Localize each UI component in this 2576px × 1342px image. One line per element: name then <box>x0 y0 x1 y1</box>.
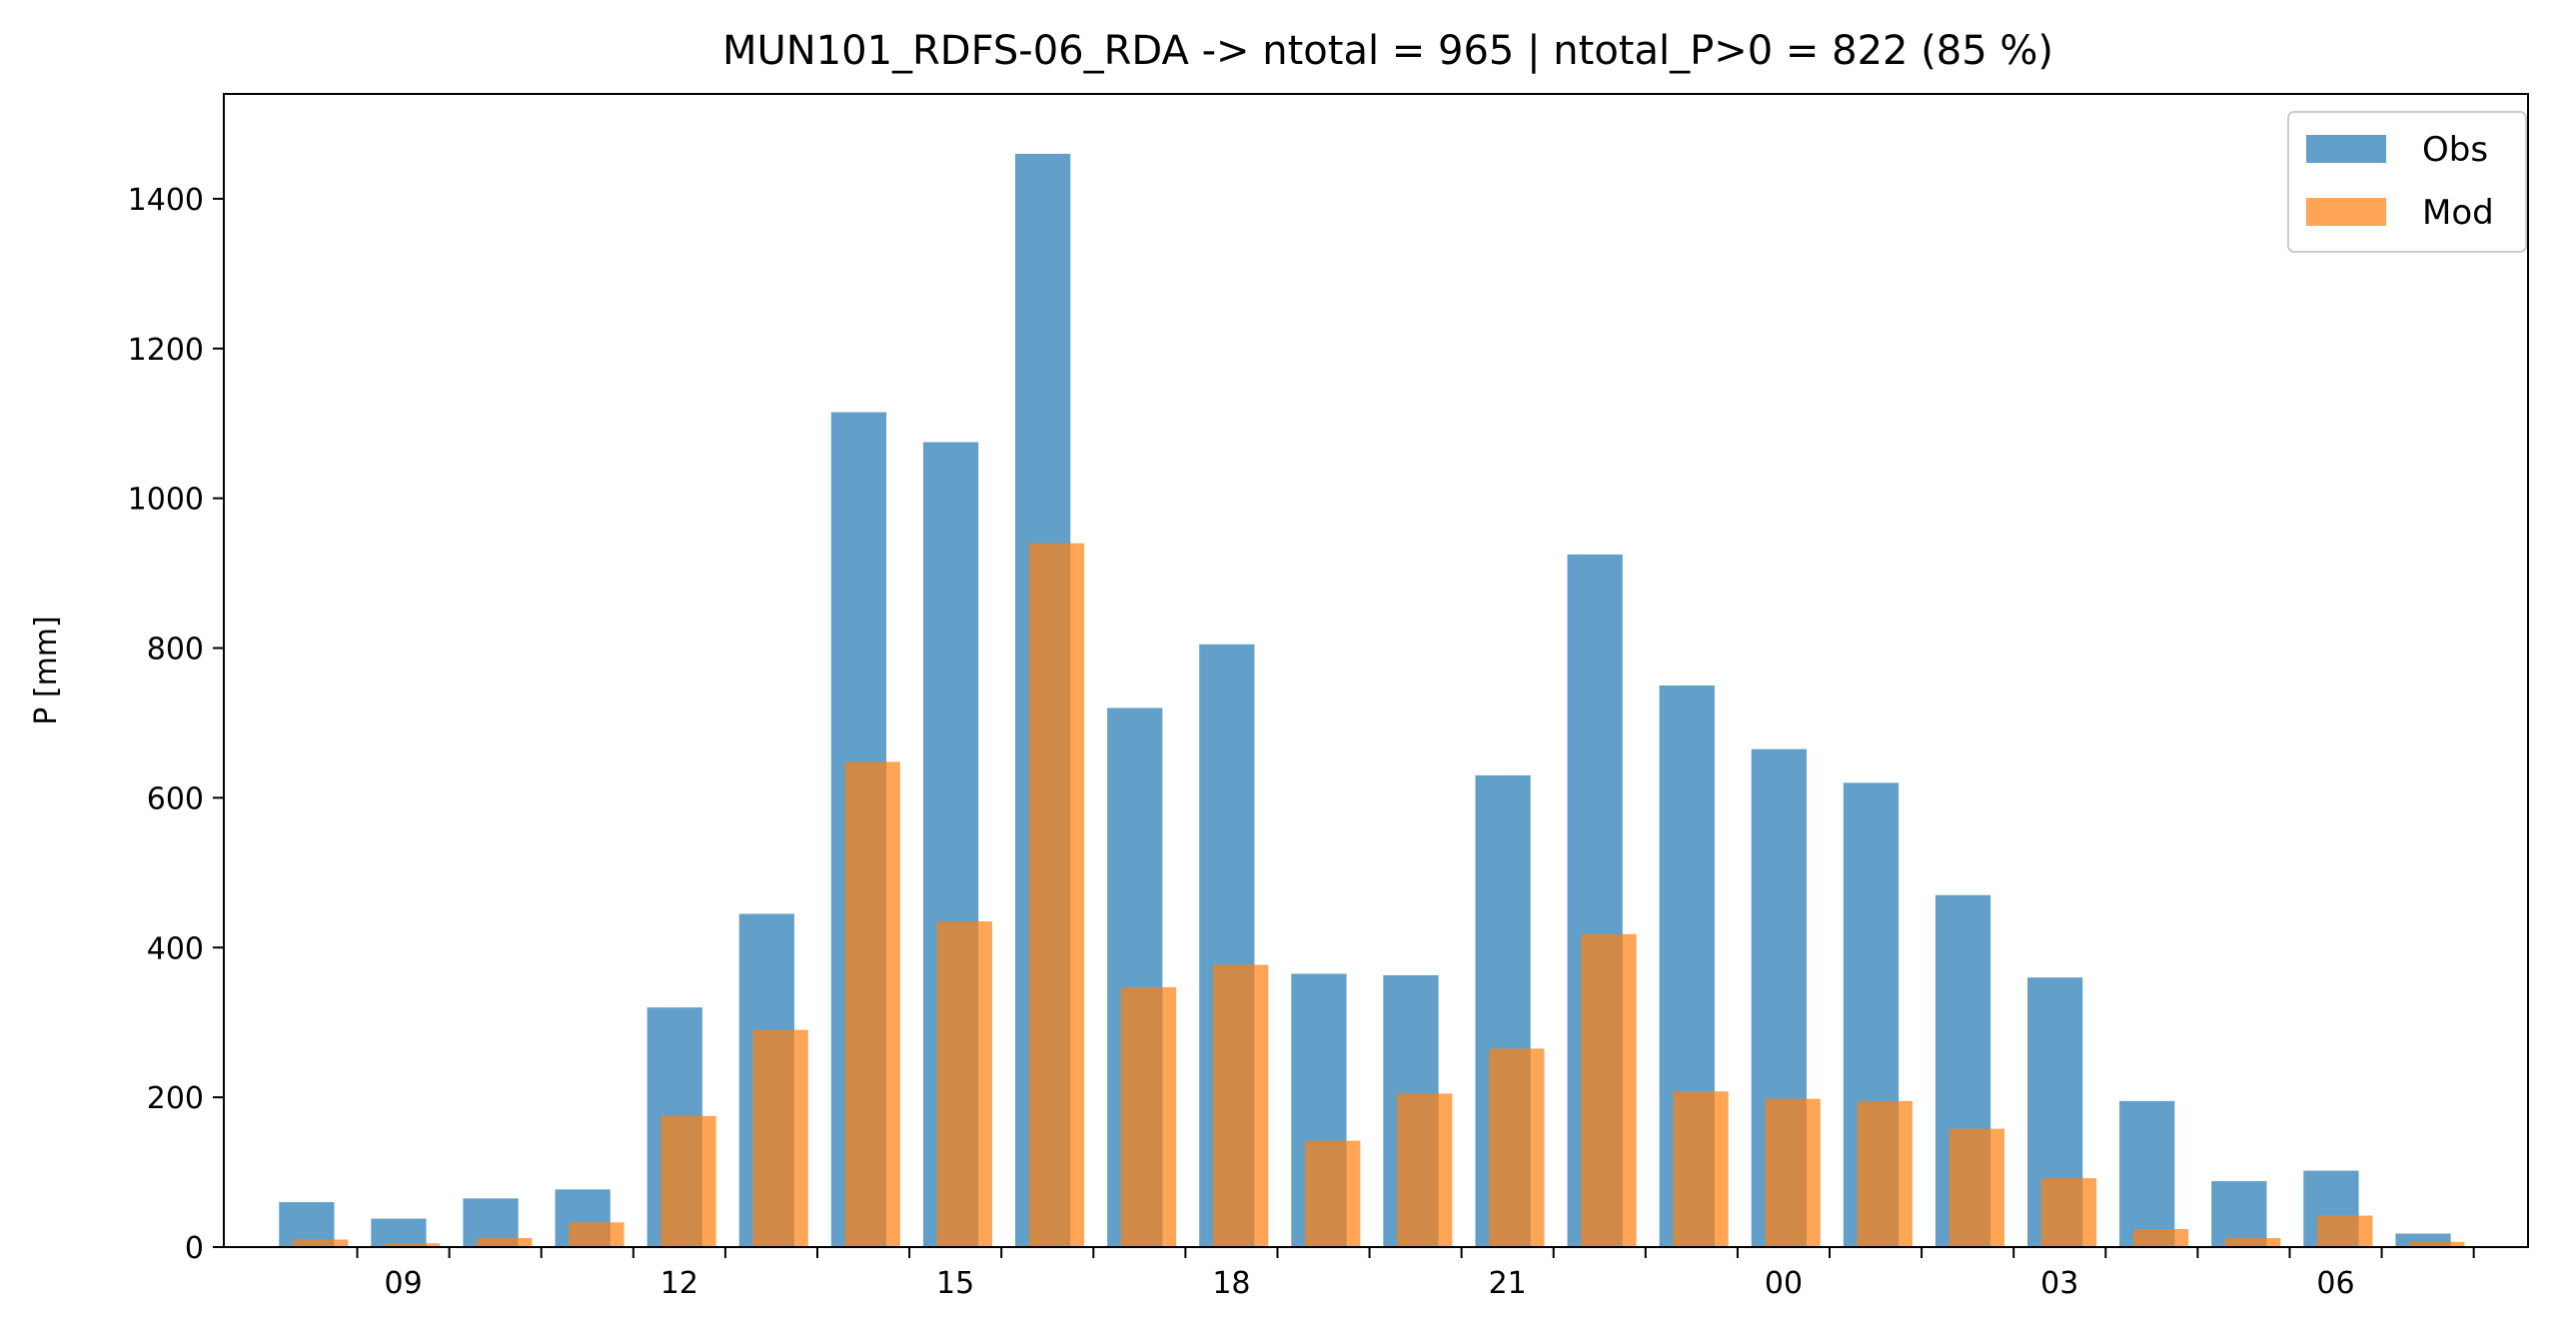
legend-label-obs: Obs <box>2422 130 2488 170</box>
legend: Obs Mod <box>2287 111 2527 253</box>
mod-bar <box>1581 933 1637 1247</box>
x-axis: 09 12 15 18 21 00 03 06 <box>356 1247 2475 1301</box>
x-tick-label: 21 <box>1489 1266 1527 1301</box>
mod-bar <box>752 1029 808 1247</box>
mod-bar <box>1765 1098 1821 1247</box>
mod-bar <box>477 1238 533 1247</box>
mod-bar <box>293 1239 349 1247</box>
mod-bar <box>1120 986 1177 1247</box>
mod-bar <box>385 1243 441 1247</box>
mod-bar <box>1857 1100 1913 1247</box>
x-tick-label: 00 <box>1765 1266 1803 1301</box>
mod-bar <box>1397 1093 1453 1247</box>
x-tick-label: 09 <box>384 1266 422 1301</box>
y-axis: 0 200 400 600 800 1000 1200 1400 <box>128 183 224 1266</box>
y-tick-label: 1400 <box>128 183 204 218</box>
mod-bar <box>2409 1241 2465 1247</box>
mod-bar <box>1673 1091 1729 1247</box>
x-tick-label: 03 <box>2040 1266 2078 1301</box>
mod-bar <box>1028 543 1085 1247</box>
mod-bar <box>1212 964 1269 1247</box>
legend-label-mod: Mod <box>2422 193 2494 233</box>
x-tick-label: 18 <box>1212 1266 1250 1301</box>
mod-bar <box>2225 1238 2281 1247</box>
x-tick-label: 15 <box>936 1266 974 1301</box>
legend-swatch-obs <box>2306 135 2386 163</box>
y-tick-label: 200 <box>147 1081 204 1116</box>
legend-swatch-mod <box>2306 198 2386 226</box>
y-tick-label: 800 <box>147 633 204 668</box>
mod-bars <box>293 543 2465 1247</box>
y-axis-label: P [mm] <box>29 616 64 724</box>
obs-bar <box>2119 1100 2175 1247</box>
obs-bar <box>2211 1181 2267 1247</box>
y-tick-label: 600 <box>147 781 204 816</box>
mod-bar <box>2317 1215 2373 1247</box>
mod-bar <box>936 921 992 1247</box>
mod-bar <box>2040 1178 2097 1247</box>
chart-title: MUN101_RDFS-06_RDA -> ntotal = 965 | nto… <box>722 28 2053 74</box>
mod-bar <box>660 1115 716 1247</box>
mod-bar <box>844 761 900 1247</box>
mod-bar <box>2132 1229 2189 1247</box>
y-tick-label: 0 <box>185 1231 204 1266</box>
x-tick-label: 12 <box>660 1266 698 1301</box>
mod-bar <box>1948 1128 2004 1247</box>
y-tick-label: 1000 <box>128 483 204 518</box>
mod-bar <box>1305 1140 1361 1247</box>
y-tick-label: 400 <box>147 931 204 966</box>
mod-bar <box>1489 1048 1545 1247</box>
x-tick-label: 06 <box>2316 1266 2354 1301</box>
plot-frame <box>223 93 2529 1248</box>
obs-bar <box>371 1218 427 1247</box>
mod-bar <box>569 1222 625 1247</box>
y-tick-label: 1200 <box>128 333 204 368</box>
